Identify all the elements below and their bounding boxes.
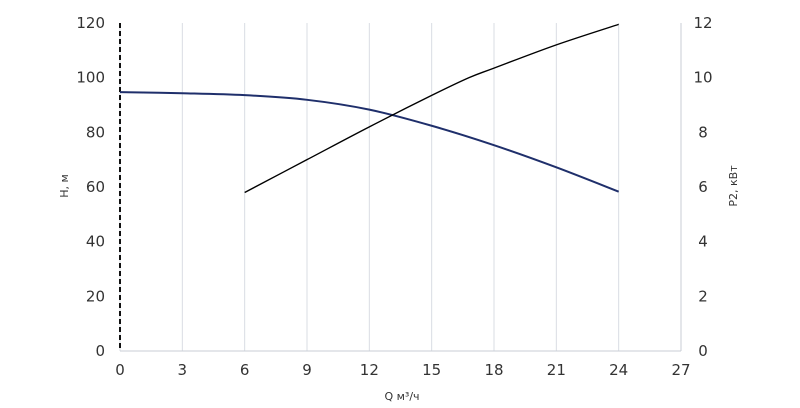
y-right-tick-label: 0 <box>698 342 708 360</box>
x-tick-label: 3 <box>178 361 188 379</box>
x-tick-label: 24 <box>609 361 628 379</box>
y-right-tick-label: 8 <box>698 123 708 141</box>
y-right-tick-label: 2 <box>698 287 708 305</box>
y-right-tick-label: 12 <box>693 14 712 32</box>
y-axis-left-title: H, м <box>58 174 71 198</box>
y-left-tick-label: 60 <box>86 178 105 196</box>
y-left-tick-label: 0 <box>95 342 105 360</box>
y-left-tick-label: 40 <box>86 233 105 251</box>
x-tick-label: 9 <box>302 361 312 379</box>
x-tick-label: 18 <box>484 361 503 379</box>
series <box>119 23 620 194</box>
y-left-tick-label: 100 <box>76 69 105 87</box>
head-curve-line <box>119 91 620 193</box>
x-tick-label: 27 <box>671 361 690 379</box>
y-right-tick-label: 6 <box>698 178 708 196</box>
x-tick-label: 15 <box>422 361 441 379</box>
x-tick-label: 0 <box>115 361 125 379</box>
x-tick-label: 12 <box>360 361 379 379</box>
y-left-tick-label: 20 <box>86 287 105 305</box>
x-tick-label: 21 <box>547 361 566 379</box>
grid <box>119 23 682 351</box>
x-axis-title: Q м³/ч <box>384 390 419 403</box>
power-curve-line <box>244 23 619 194</box>
y-axis-right-title: P2, кВт <box>727 165 740 207</box>
y-left-tick-label: 120 <box>76 14 105 32</box>
y-right-tick-label: 10 <box>693 69 712 87</box>
y-left-tick-label: 80 <box>86 123 105 141</box>
y-right-tick-label: 4 <box>698 233 708 251</box>
x-tick-label: 6 <box>240 361 250 379</box>
axes <box>119 23 682 352</box>
